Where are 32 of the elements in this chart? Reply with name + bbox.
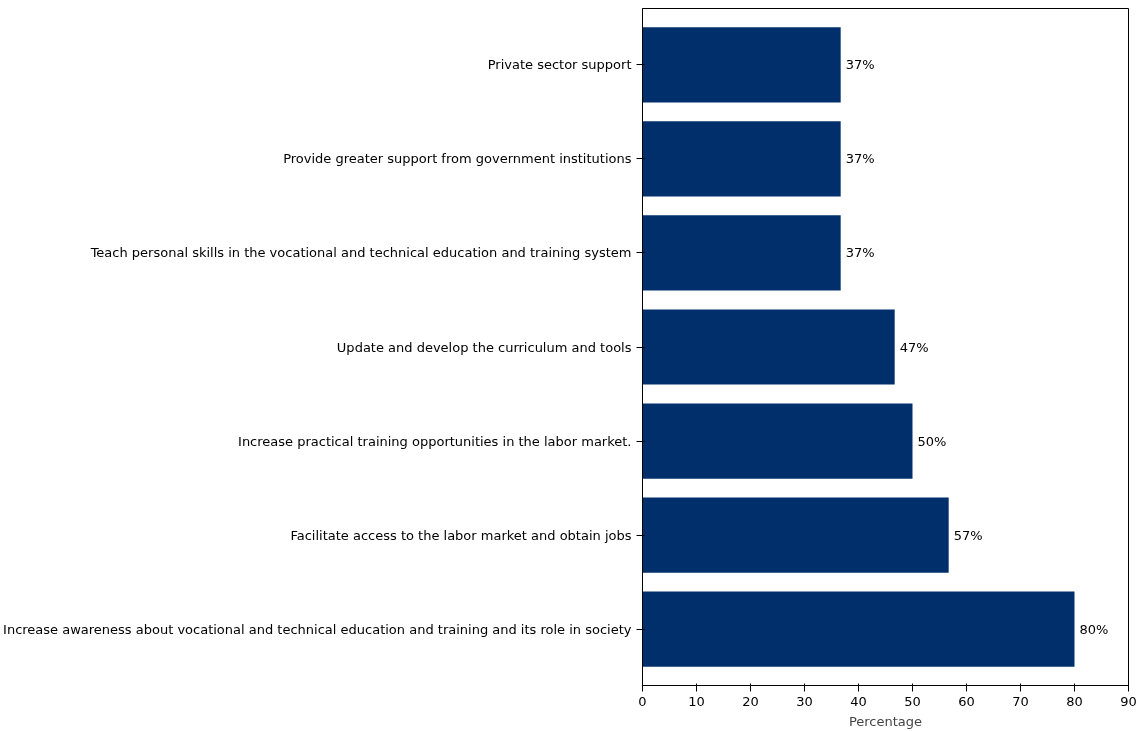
x-tick-label: 10 xyxy=(688,693,705,709)
x-tick-label: 50 xyxy=(904,693,921,709)
bar xyxy=(642,121,841,197)
y-tick-label: Update and develop the curriculum and tools xyxy=(336,339,632,355)
bar xyxy=(642,497,949,573)
data-label: 37% xyxy=(845,151,875,167)
x-tick-label: 70 xyxy=(1012,693,1029,709)
bar xyxy=(642,403,913,479)
bar xyxy=(642,591,1075,667)
y-tick-label: Teach personal skills in the vocational and technical education and training system xyxy=(89,245,632,261)
x-tick-label: 90 xyxy=(1120,693,1137,709)
x-tick-label: 20 xyxy=(742,693,759,709)
y-tick-label: Increase awareness about vocational and technical education and training and its role in society xyxy=(3,621,632,637)
y-tick-label: Provide greater support from government institutions xyxy=(283,151,632,167)
y-tick-label: Increase practical training opportunities in the labor market. xyxy=(238,433,632,449)
data-label: 37% xyxy=(845,245,875,261)
bar xyxy=(642,309,895,385)
x-tick-label: 80 xyxy=(1066,693,1083,709)
x-tick-label: 60 xyxy=(958,693,975,709)
x-tick-label: 30 xyxy=(796,693,813,709)
data-label: 37% xyxy=(845,57,875,73)
data-label: 80% xyxy=(1079,621,1109,637)
x-axis-title: Percentage xyxy=(848,713,923,729)
y-tick-label: Private sector support xyxy=(487,57,632,73)
y-tick-label: Facilitate access to the labor market and obtain jobs xyxy=(290,527,632,543)
bar xyxy=(642,27,841,103)
x-tick-label: 0 xyxy=(638,693,647,709)
data-label: 47% xyxy=(899,339,929,355)
bar xyxy=(642,215,841,291)
x-tick-label: 40 xyxy=(850,693,867,709)
data-label: 50% xyxy=(917,433,947,449)
data-label: 57% xyxy=(953,527,983,543)
